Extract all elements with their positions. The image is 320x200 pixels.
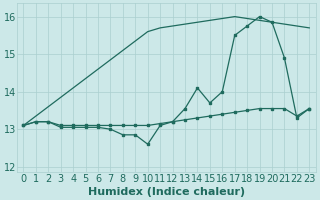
X-axis label: Humidex (Indice chaleur): Humidex (Indice chaleur) bbox=[88, 187, 245, 197]
